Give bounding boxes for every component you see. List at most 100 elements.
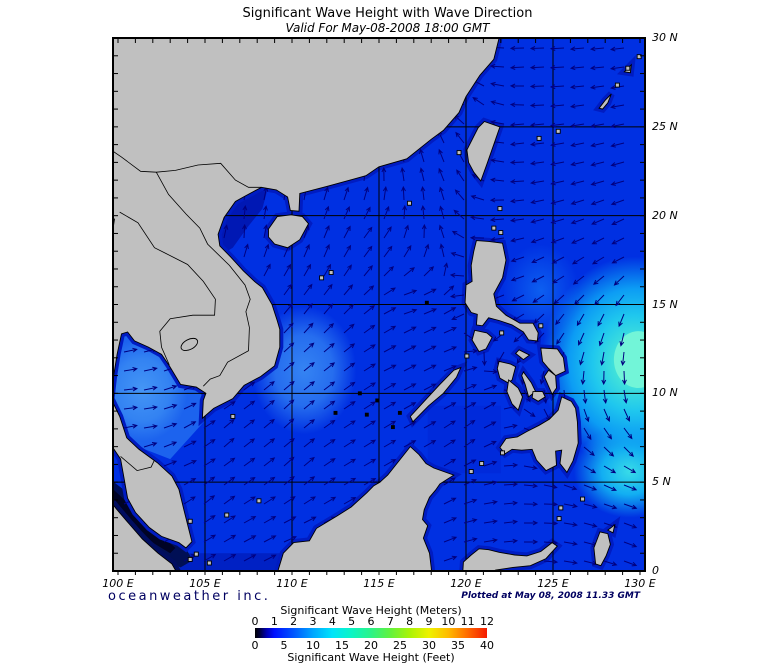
small-island [230, 413, 236, 419]
sulu-sea-shading [427, 405, 501, 474]
country-borders [113, 150, 262, 472]
lat-label: 25 N [652, 119, 678, 133]
landmass-hainan [268, 214, 310, 249]
legend-feet-tick: 30 [422, 639, 436, 652]
lat-label: 10 N [652, 386, 678, 400]
landmass-taiwan [466, 120, 501, 182]
landmass-mindanao [499, 396, 579, 474]
legend-meters-tick: 6 [367, 615, 375, 628]
tonle-sap-lake [180, 337, 199, 352]
landmass-sumatra [113, 503, 177, 571]
legend-meters-tick: 10 [441, 615, 456, 628]
legend-feet-tick: 25 [393, 639, 407, 652]
wave-height-colorbar [255, 628, 487, 638]
landmass-cebu [521, 371, 537, 398]
small-island [500, 450, 505, 456]
legend-feet-tick: 15 [335, 639, 349, 652]
reef-speck [390, 425, 395, 430]
legend-feet-tick: 35 [451, 639, 465, 652]
legend-feet-tick: 5 [280, 639, 288, 652]
landmass-sulawesi [462, 542, 558, 571]
landmass-samar [540, 347, 566, 377]
legend-feet-tick: 40 [480, 639, 494, 652]
oceanweather-logo-text: oceanweather inc. [108, 589, 271, 604]
pacific-wave-core [613, 331, 645, 389]
map-area [113, 38, 645, 571]
small-island [636, 54, 642, 60]
small-island [555, 128, 561, 134]
lat-label: 20 N [652, 208, 678, 222]
legend-meters-tick: 7 [386, 615, 394, 628]
lat-label: 5 N [652, 475, 671, 489]
legend-feet-tick: 10 [306, 639, 320, 652]
lon-label: 100 E [102, 577, 134, 590]
reef-speck [397, 410, 402, 415]
small-island [499, 330, 505, 336]
small-island [224, 512, 230, 518]
landmass-morotai [606, 523, 616, 534]
legend-feet-tick: 20 [364, 639, 378, 652]
small-island [498, 230, 504, 236]
landmass-masbate [514, 349, 531, 361]
wave-direction-arrows [123, 45, 638, 567]
small-island [558, 505, 564, 511]
legend-meters-tick: 11 [460, 615, 475, 628]
small-island [556, 516, 562, 522]
reef-speck [357, 391, 362, 396]
halmahera-wave-patch [573, 425, 645, 518]
landmass-leyte [543, 369, 557, 396]
small-island [456, 150, 462, 156]
small-island [319, 275, 325, 281]
valid-time: Valid For May-08-2008 18:00 GMT [285, 21, 490, 35]
lon-label: 115 E [363, 577, 395, 590]
land-layer [113, 38, 642, 571]
small-island [580, 496, 586, 502]
landmass-luzon [464, 240, 539, 342]
reef-speck [375, 398, 380, 403]
small-island [536, 135, 542, 141]
small-island [538, 323, 544, 329]
legend-meters-tick: 9 [425, 615, 433, 628]
reef-speck [364, 412, 369, 417]
legend-meters-tick: 4 [328, 615, 336, 628]
plotted-timestamp: Plotted at May 08, 2008 11.33 GMT [461, 591, 640, 601]
small-island [328, 270, 334, 275]
landmass-mindoro [471, 329, 493, 353]
small-island [479, 461, 485, 466]
legend-feet-tick: 0 [251, 639, 259, 652]
landmass-halmahera [593, 531, 611, 567]
degree-ticks [113, 38, 645, 575]
lon-label: 120 E [450, 577, 482, 590]
legend-meters-tick: 0 [251, 615, 259, 628]
small-island [256, 498, 262, 504]
legend-meters-tick: 2 [290, 615, 298, 628]
lon-label: 110 E [276, 577, 308, 590]
reef-speck [424, 300, 429, 305]
small-island [193, 551, 199, 557]
landmass-borneo [277, 445, 455, 571]
landmass-negros [506, 379, 523, 412]
small-island [187, 557, 193, 562]
reef-speck [333, 410, 338, 415]
small-island [468, 469, 474, 474]
small-island [491, 225, 497, 231]
legend-meters-tick: 1 [270, 615, 278, 628]
lon-label: 130 E [624, 577, 656, 590]
lat-label: 15 N [652, 297, 678, 311]
lon-label: 125 E [537, 577, 569, 590]
small-island [625, 65, 631, 71]
legend-meters-tick: 12 [480, 615, 494, 628]
small-island [187, 518, 193, 524]
small-island [464, 353, 470, 359]
small-island [614, 82, 620, 88]
legend-meters-tick: 8 [406, 615, 414, 628]
small-island [497, 206, 503, 212]
tonkin-dark [218, 189, 268, 253]
legend-title-meters: Significant Wave Height (Meters) [280, 604, 462, 617]
landmass-mainland-asia [113, 38, 500, 549]
landmass-bohol [531, 391, 546, 402]
page-title: Significant Wave Height with Wave Direct… [242, 6, 533, 21]
lat-label: 0 [652, 564, 659, 577]
landmass-okinawa [598, 93, 612, 110]
